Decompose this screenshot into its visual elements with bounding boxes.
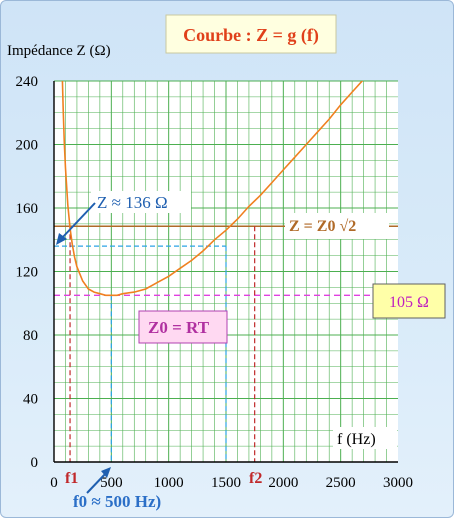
- z0-label: Z0 = RT: [148, 318, 210, 337]
- f0-label: f0 ≈ 500 Hz): [73, 492, 161, 511]
- x-tick-label: 3000: [383, 475, 413, 491]
- z136-arrow: [60, 202, 96, 240]
- x-tick-label: 500: [100, 475, 123, 491]
- y-tick-label: 160: [16, 201, 39, 217]
- x-tick-label: 0: [50, 475, 58, 491]
- f0-arrow: [86, 471, 108, 494]
- y-tick-labels: 0 40 80 120 160 200 240: [16, 74, 39, 471]
- y-tick-label: 40: [23, 392, 38, 408]
- z136-label-box: [91, 191, 191, 213]
- chart-title: Courbe : Z = g (f): [183, 25, 319, 46]
- x-tick-label: 1500: [211, 475, 241, 491]
- z0-label-box: [138, 310, 228, 344]
- z136-arrowhead: [56, 233, 67, 245]
- x-tick-label: 1000: [154, 475, 184, 491]
- zsqrt-label: Z = Z0 √2: [289, 218, 356, 235]
- x-axis-label: f (Hz): [337, 431, 376, 448]
- title-box: [165, 14, 337, 54]
- y-tick-label: 240: [16, 74, 39, 90]
- y-tick-label: 200: [16, 138, 39, 154]
- zsqrt-label-box: [285, 213, 389, 239]
- x-axis-label-box: [333, 427, 397, 449]
- y-tick-label: 80: [23, 328, 38, 344]
- f2-label: f2: [249, 470, 262, 487]
- f1-label: f1: [65, 470, 78, 487]
- value-105-label: 105 Ω: [389, 294, 429, 311]
- x-tick-label: 2500: [326, 475, 356, 491]
- x-tick-label: 2000: [268, 475, 298, 491]
- y-axis-label: Impédance Z (Ω): [7, 43, 111, 59]
- f0-arrowhead: [101, 467, 111, 478]
- y-tick-label: 120: [16, 265, 39, 281]
- z136-label: Z ≈ 136 Ω: [97, 193, 168, 212]
- x-tick-labels: 0 500 1000 1500 2000 2500 3000: [50, 475, 413, 491]
- y-tick-label: 0: [31, 455, 39, 471]
- impedance-curve: [61, 81, 364, 297]
- value-105-box: [372, 283, 446, 319]
